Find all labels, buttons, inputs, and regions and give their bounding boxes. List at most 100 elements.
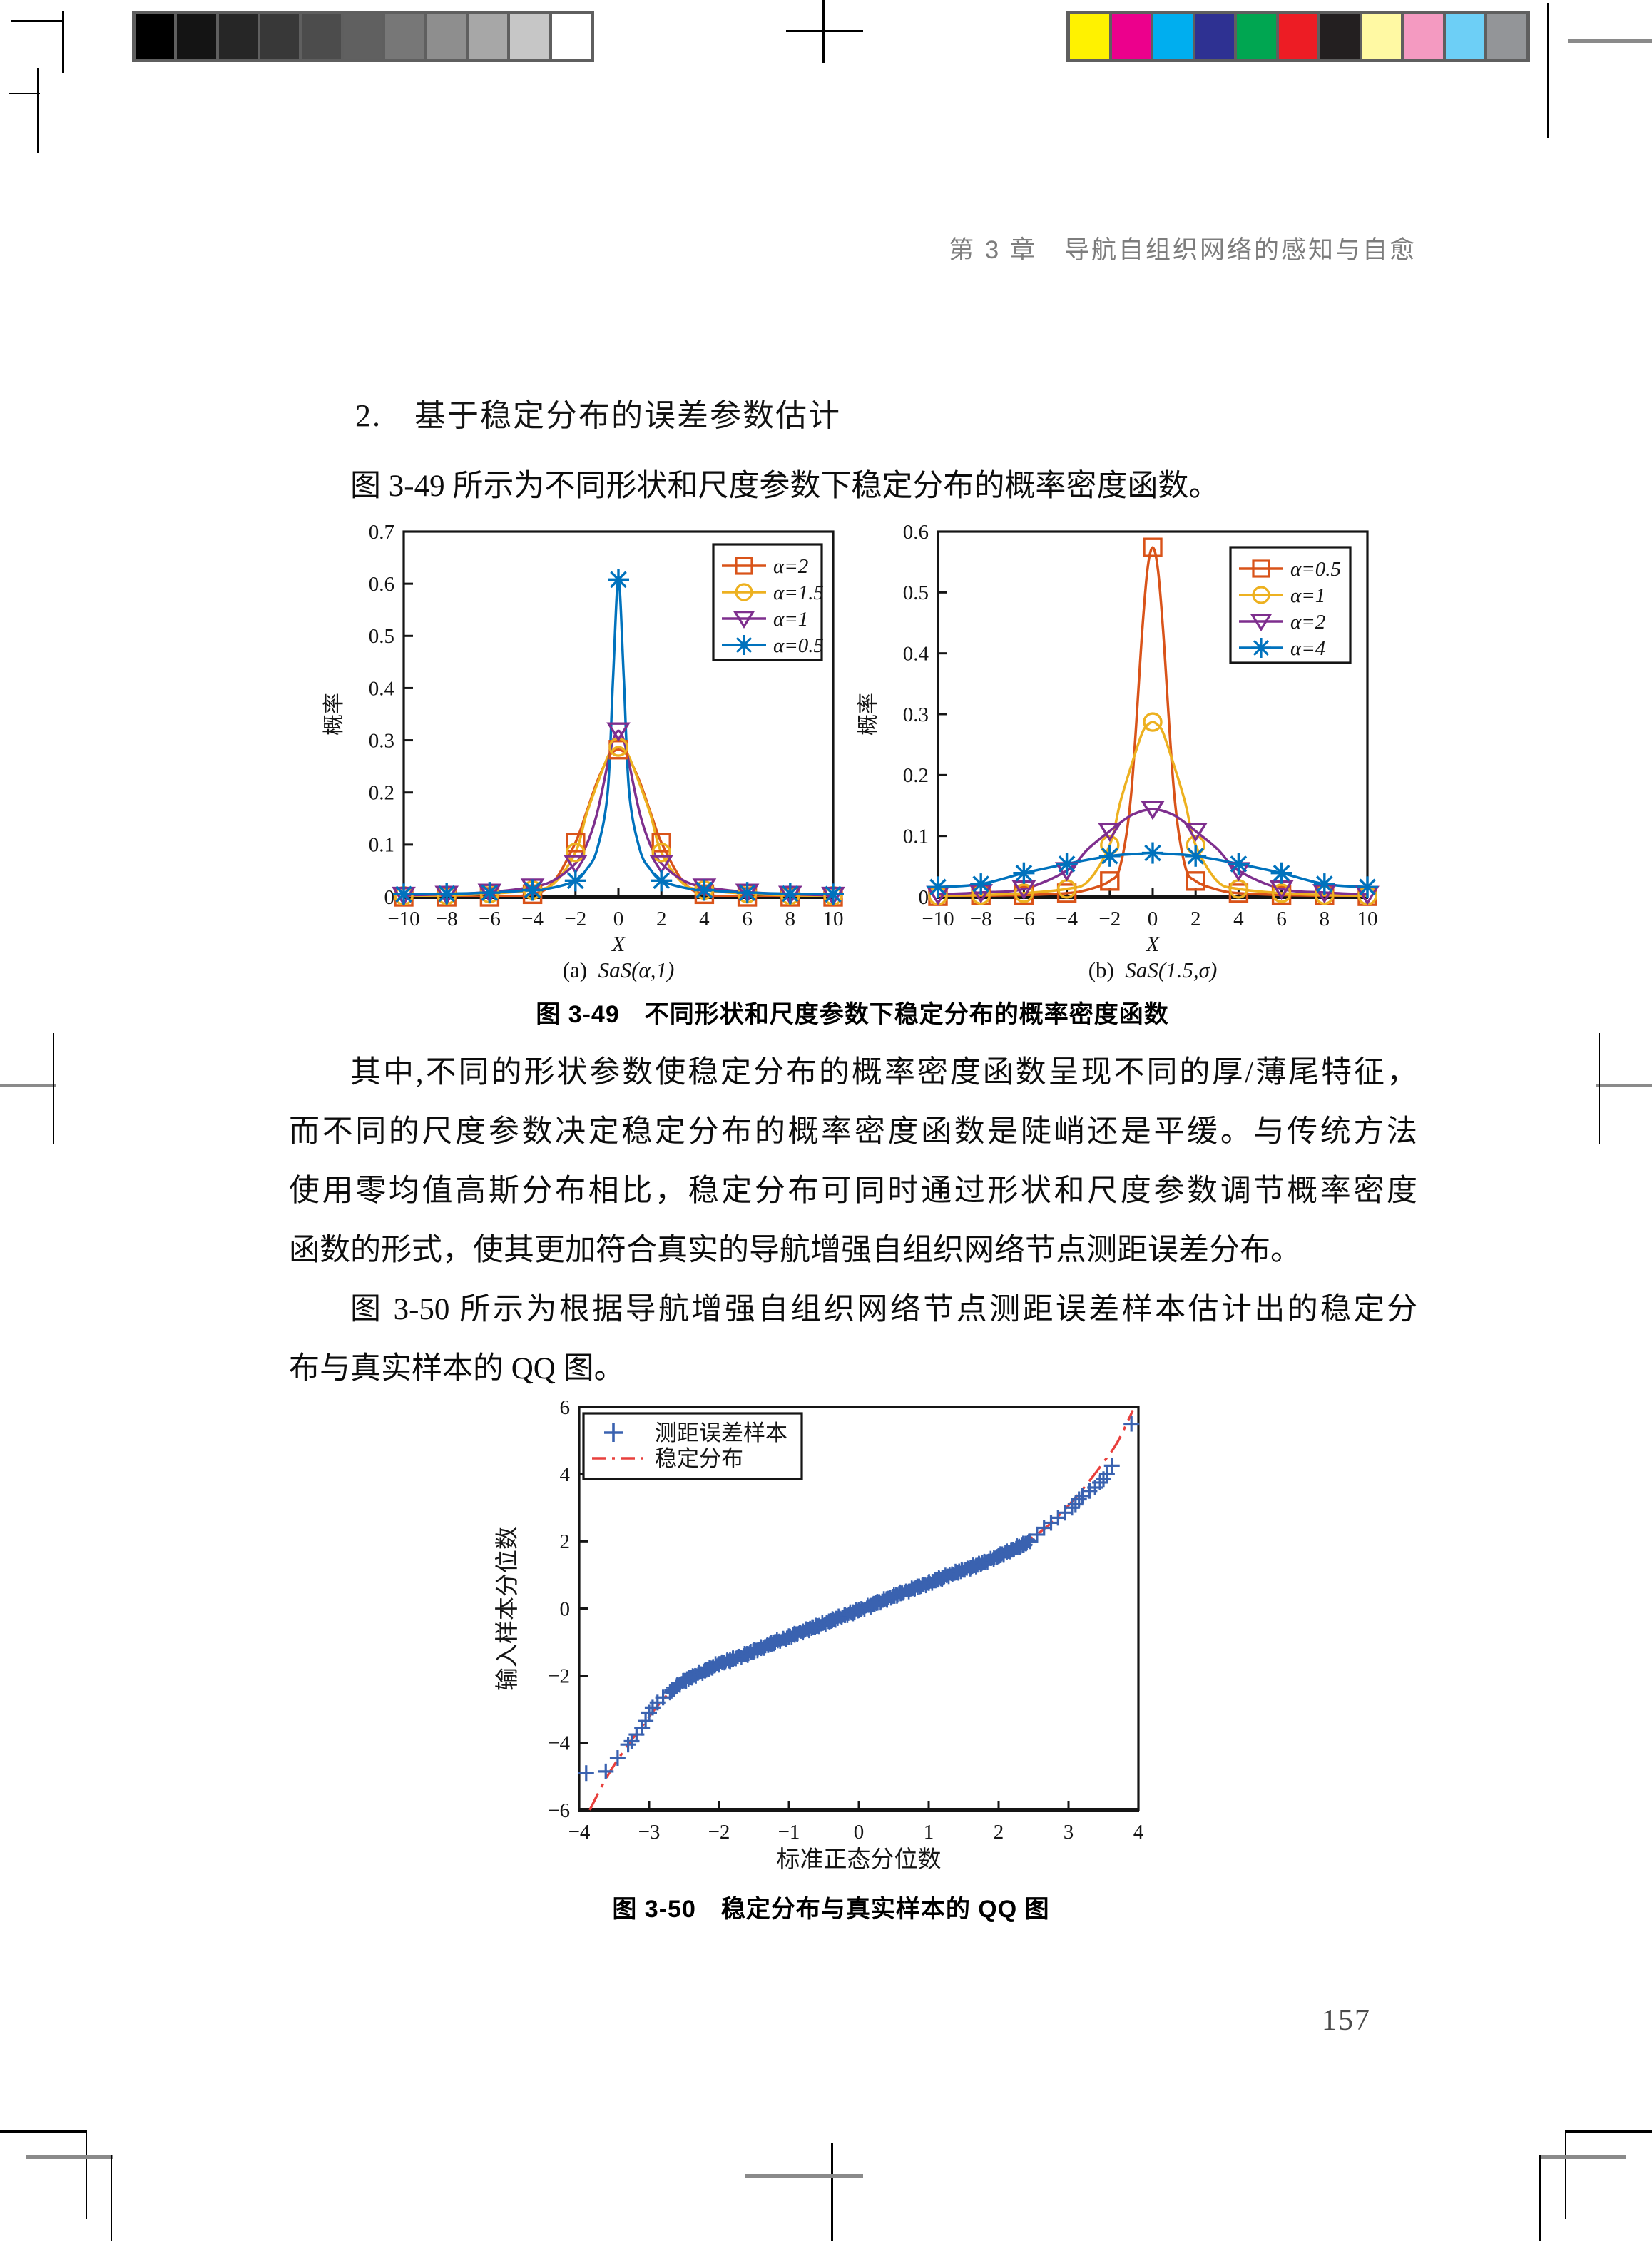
y-tick-label: −6	[548, 1799, 570, 1822]
x-tick-label: 2	[1190, 908, 1201, 930]
plus-marker	[1024, 1535, 1036, 1548]
asterisk-marker	[1098, 845, 1121, 867]
legend-label: α=1	[773, 608, 808, 631]
square-marker	[1252, 559, 1270, 578]
pdf-chart-b: −10 −8 −6 −4 −2 0 2 4 6 8 10 0 0.1 0.2 0.3 0.4 0.5 0.6 概率 X…	[857, 521, 1380, 956]
gray-swatch	[385, 14, 424, 59]
y-tick-label: 2	[560, 1530, 571, 1553]
gray-swatch	[218, 14, 258, 59]
text-line: 而不同的尺度参数决定稳定分布的概率密度函数是陡峭还是平缓。与传统方法	[289, 1115, 1417, 1149]
square-marker	[1186, 871, 1205, 891]
y-tick-label: 0.6	[369, 573, 394, 596]
color-calibration-strip	[1066, 11, 1530, 62]
legend-label: α=4	[1290, 637, 1325, 660]
plus-marker	[1098, 1466, 1115, 1483]
plus-marker	[620, 1737, 636, 1753]
x-tick-label: 8	[785, 908, 796, 930]
pdf-chart-a: −10 −8 −6 −4 −2 0 2 4 6 8 10 0 0.1 0.2 0.3 0.4 0.5 0.6 0.7…	[322, 521, 845, 956]
gray-swatch	[260, 14, 300, 59]
triangle-down-marker	[1141, 801, 1165, 820]
page-number: 157	[1322, 2004, 1371, 2037]
crop-mark	[53, 1033, 54, 1144]
series-markers	[392, 569, 845, 907]
plus-marker	[1103, 1458, 1120, 1474]
text-line: 其中,不同的形状参数使稳定分布的概率密度函数呈现不同的厚/薄尾特征，	[350, 1056, 1417, 1089]
legend-label: α=2	[773, 555, 808, 578]
text-line: 函数的形式，使其更加符合真实的导航增强自组织网络节点测距误差分布。	[289, 1234, 1301, 1267]
legend-label: 稳定分布	[655, 1446, 743, 1471]
y-tick-label: 0.5	[903, 581, 929, 604]
plus-marker	[604, 1423, 623, 1442]
y-tick-label: 0.5	[369, 625, 394, 648]
asterisk-marker	[1228, 853, 1250, 875]
asterisk-marker	[736, 882, 758, 904]
grayscale-calibration-strip	[132, 11, 594, 62]
x-tick-label: −4	[568, 1821, 591, 1844]
gray-swatch	[427, 14, 466, 59]
triangle-down-marker	[1097, 822, 1122, 843]
asterisk-marker	[822, 883, 844, 905]
crop-mark	[11, 20, 64, 22]
crop-mark	[1596, 1084, 1652, 1087]
x-tick-label: 8	[1320, 908, 1330, 930]
x-tick-label: −4	[521, 908, 544, 930]
fig49b-subcaption: (b) SaS(1.5,σ)	[1088, 957, 1218, 982]
series-markers	[926, 537, 1380, 906]
text-line: 使用零均值高斯分布相比，稳定分布可同时通过形状和尺度参数调节概率密度	[289, 1174, 1417, 1208]
x-tick-label: −8	[436, 908, 458, 930]
crop-mark	[37, 68, 39, 153]
y-tick-label: 4	[560, 1463, 571, 1486]
color-swatch	[1195, 14, 1235, 59]
asterisk-marker	[1142, 842, 1163, 864]
circle-marker	[1271, 883, 1292, 903]
triangle-down-marker	[1183, 822, 1208, 843]
color-swatch	[1320, 14, 1360, 59]
legend-label: α=1.5	[773, 581, 824, 604]
plus-marker	[609, 1750, 626, 1767]
color-swatch	[1404, 14, 1443, 59]
y-tick-label: 0.4	[369, 677, 395, 700]
triangle-down-marker	[733, 611, 755, 629]
asterisk-marker	[1056, 853, 1078, 875]
y-axis-label: 概率	[857, 693, 880, 736]
color-swatch	[1487, 14, 1527, 59]
asterisk-marker	[608, 569, 629, 591]
asterisk-marker	[734, 635, 754, 655]
y-tick-label: 0.2	[903, 764, 929, 787]
x-tick-label: −4	[1056, 908, 1078, 930]
x-tick-label: 0	[613, 908, 624, 930]
legend-label: 测距误差样本	[655, 1421, 787, 1445]
y-tick-label: −4	[548, 1732, 570, 1755]
circle-marker	[1014, 883, 1034, 903]
circle-marker	[735, 583, 753, 601]
crop-mark	[1539, 2155, 1541, 2241]
asterisk-marker	[521, 879, 544, 901]
asterisk-marker	[1270, 862, 1292, 884]
plus-marker	[1092, 1474, 1108, 1490]
asterisk-marker	[393, 883, 414, 905]
x-axis-label: X	[1146, 933, 1161, 956]
crop-mark	[1568, 39, 1652, 43]
legend: α=2 α=1.5 α=1 α=0.5	[712, 543, 824, 661]
asterisk-marker	[1313, 873, 1335, 895]
triangle-down-marker	[1250, 614, 1273, 632]
y-tick-label: 0.4	[903, 643, 929, 666]
x-tick-label: −10	[387, 908, 419, 930]
plus-marker	[598, 1763, 614, 1779]
x-tick-label: −2	[564, 908, 586, 930]
gray-swatch	[510, 14, 549, 59]
y-tick-label: 6	[560, 1396, 571, 1419]
square-marker	[735, 557, 753, 575]
crop-mark	[62, 11, 64, 73]
x-tick-label: 4	[1133, 1821, 1144, 1844]
x-tick-label: 10	[1357, 908, 1378, 930]
x-tick-label: 6	[1276, 908, 1287, 930]
y-tick-label: 0	[384, 886, 395, 909]
color-swatch	[1237, 14, 1276, 59]
gray-swatch	[551, 14, 591, 59]
triangle-down-marker	[606, 722, 631, 742]
y-tick-label: 0.2	[369, 782, 394, 805]
circle-marker	[1143, 712, 1163, 732]
